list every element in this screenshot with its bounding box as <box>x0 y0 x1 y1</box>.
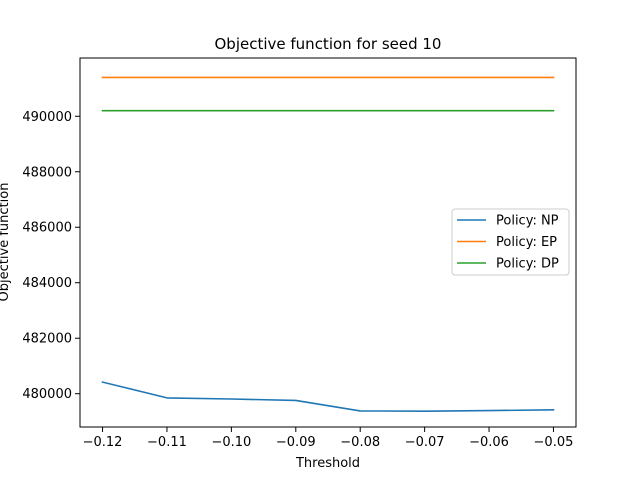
x-tick-label: −0.06 <box>469 435 509 450</box>
legend-label: Policy: NP <box>496 214 559 229</box>
series-line-1 <box>101 381 555 413</box>
y-axis-label: Objective function <box>0 183 12 302</box>
legend-label: Policy: DP <box>496 257 559 272</box>
y-tick-label: 488000 <box>22 165 72 180</box>
x-tick-label: −0.12 <box>83 435 123 450</box>
x-tick-label: −0.10 <box>211 435 251 450</box>
x-tick-label: −0.05 <box>534 435 574 450</box>
y-axis-ticks: 480000 482000 484000 486000 488000 490000 <box>22 110 80 402</box>
y-tick-label: 486000 <box>22 221 72 236</box>
chart-title: Objective function for seed 10 <box>215 35 442 53</box>
x-tick-label: −0.09 <box>276 435 316 450</box>
y-tick-label: 480000 <box>22 387 72 402</box>
plot-lines <box>101 76 555 413</box>
y-tick-label: 484000 <box>22 276 72 291</box>
legend: Policy: NP Policy: EP Policy: DP <box>451 208 570 276</box>
x-tick-label: −0.08 <box>340 435 380 450</box>
x-tick-label: −0.11 <box>147 435 187 450</box>
y-tick-label: 482000 <box>22 332 72 347</box>
x-tick-label: −0.07 <box>405 435 445 450</box>
legend-label: Policy: EP <box>496 235 557 250</box>
y-tick-label: 490000 <box>22 110 72 125</box>
x-axis-ticks: −0.12 −0.11 −0.10 −0.09 −0.08 −0.07 −0.06 −0.05 <box>83 427 574 450</box>
x-axis-label: Threshold <box>295 456 360 471</box>
plot-frame <box>79 57 577 428</box>
legend-frame <box>451 208 570 276</box>
